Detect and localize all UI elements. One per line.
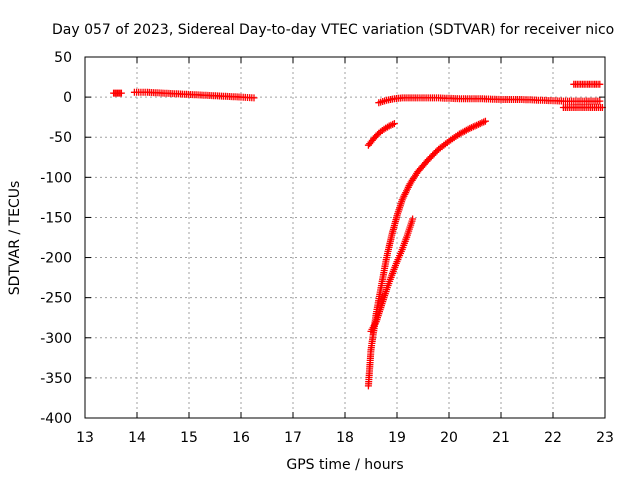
grid-lines <box>85 57 605 418</box>
x-tick-label: 22 <box>544 430 562 446</box>
data-point <box>424 156 432 164</box>
y-tick-label: -250 <box>40 291 72 307</box>
series-arc-3 <box>364 120 398 149</box>
y-tick-label: 0 <box>63 90 72 106</box>
x-tick-label: 17 <box>284 430 302 446</box>
y-tick-label: -100 <box>40 170 72 186</box>
data-point <box>596 97 604 105</box>
y-tick-label: -150 <box>40 210 72 226</box>
axis-ticks: 13 14 15 16 17 18 19 20 21 22 23 50 0 -50 -100 -150 -200… <box>40 50 614 446</box>
x-tick-label: 18 <box>336 430 354 446</box>
series-arc-4 <box>364 117 489 390</box>
y-tick-label: -200 <box>40 251 72 267</box>
x-tick-label: 20 <box>440 430 458 446</box>
data-point <box>409 215 417 223</box>
x-tick-label: 19 <box>388 430 406 446</box>
data-point <box>117 89 125 97</box>
data-point <box>250 94 258 102</box>
x-tick-label: 16 <box>232 430 250 446</box>
x-tick-label: 14 <box>128 430 146 446</box>
data-points <box>110 80 606 390</box>
series-arc-6 <box>375 94 604 107</box>
y-tick-label: -400 <box>40 411 72 427</box>
x-axis-label: GPS time / hours <box>286 457 403 473</box>
series-arc-8 <box>559 104 606 111</box>
data-point <box>426 154 434 162</box>
y-tick-label: -300 <box>40 331 72 347</box>
data-point <box>390 120 398 128</box>
data-point <box>430 150 438 158</box>
x-tick-label: 15 <box>180 430 198 446</box>
data-point <box>596 80 604 88</box>
data-point <box>481 117 489 125</box>
x-tick-label: 13 <box>76 430 94 446</box>
y-axis-label: SDTVAR / TECUs <box>7 181 23 296</box>
chart-title: Day 057 of 2023, Sidereal Day-to-day VTE… <box>52 22 614 38</box>
series-arc-7 <box>570 80 604 88</box>
series-arc-1 <box>110 89 125 97</box>
y-tick-label: -350 <box>40 371 72 387</box>
x-tick-label: 23 <box>596 430 614 446</box>
series-arc-2 <box>130 88 258 102</box>
y-tick-label: -50 <box>49 130 72 146</box>
y-tick-label: 50 <box>54 50 72 66</box>
x-tick-label: 21 <box>492 430 510 446</box>
series-arc-5 <box>367 215 417 335</box>
